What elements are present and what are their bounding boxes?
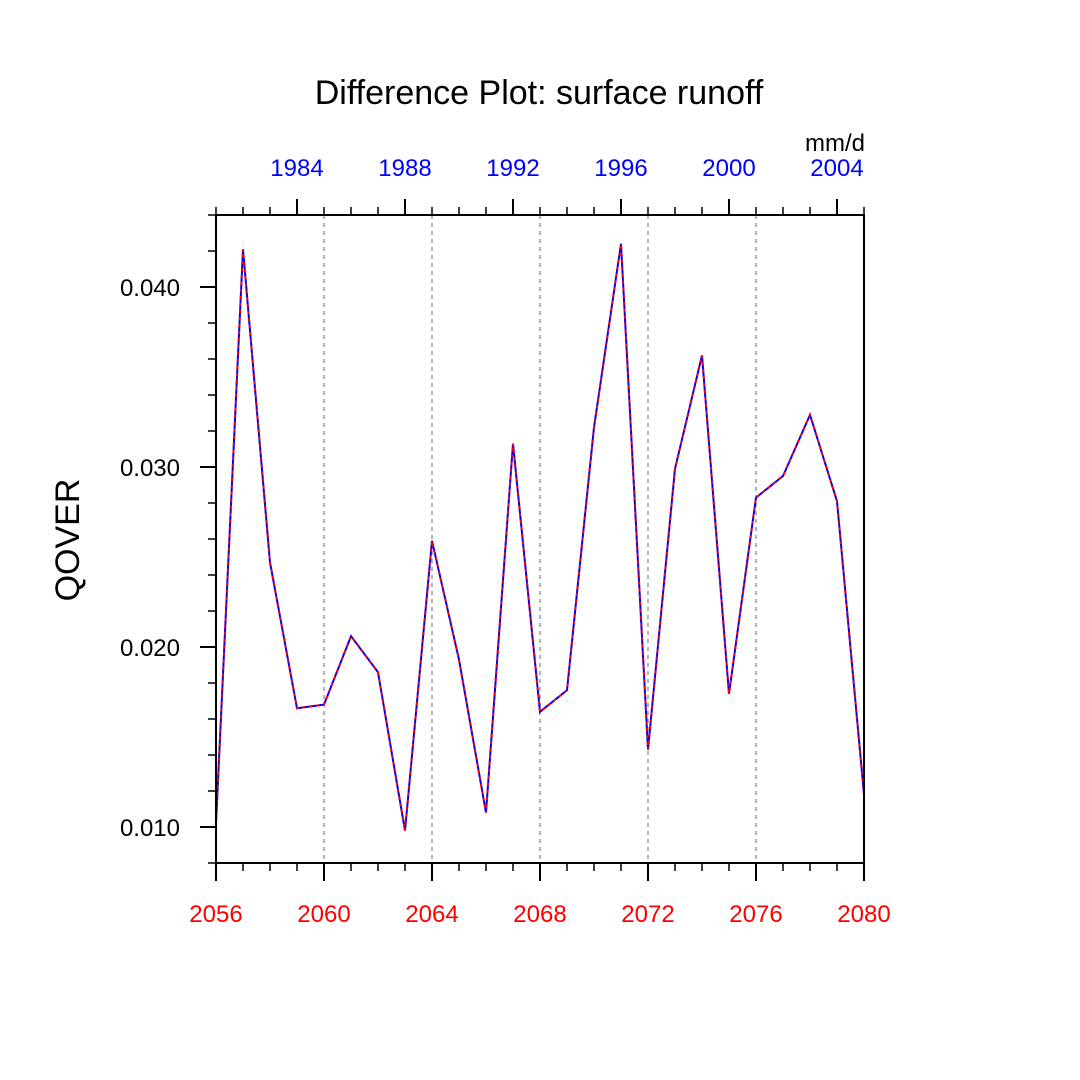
y-axis-label: QOVER	[49, 479, 87, 602]
x-top-tick-label: 1984	[270, 155, 323, 182]
major-ticks	[200, 199, 865, 881]
y-tick-label: 0.040	[120, 275, 180, 302]
series-line-dashed-overlay	[215, 243, 865, 831]
units-label: mm/d	[805, 130, 865, 157]
plot-frame	[215, 214, 865, 864]
minor-ticks	[208, 207, 865, 871]
x-top-tick-label: 1988	[378, 155, 431, 182]
x-top-tick-label: 2004	[810, 155, 863, 182]
y-tick-label: 0.020	[120, 635, 180, 662]
x-top-tick-label: 2000	[702, 155, 755, 182]
x-top-tick-labels: 1984 1988 1992 1996 2000 2004	[270, 155, 863, 182]
x-bottom-tick-label: 2068	[513, 901, 566, 928]
x-bottom-tick-label: 2080	[837, 901, 890, 928]
chart-title: Difference Plot: surface runoff	[315, 74, 764, 112]
x-top-tick-label: 1992	[486, 155, 539, 182]
y-tick-label: 0.010	[120, 815, 180, 842]
x-bottom-tick-label: 2072	[621, 901, 674, 928]
y-tick-label: 0.030	[120, 455, 180, 482]
y-tick-labels: 0.010 0.020 0.030 0.040	[120, 275, 180, 842]
x-bottom-tick-label: 2064	[405, 901, 458, 928]
x-bottom-tick-labels: 2056 2060 2064 2068 2072 2076 2080	[189, 901, 890, 928]
x-bottom-tick-label: 2076	[729, 901, 782, 928]
x-top-tick-label: 1996	[594, 155, 647, 182]
x-bottom-tick-label: 2060	[297, 901, 350, 928]
x-bottom-tick-label: 2056	[189, 901, 242, 928]
series-lines	[215, 243, 865, 831]
grid-lines	[323, 215, 757, 863]
